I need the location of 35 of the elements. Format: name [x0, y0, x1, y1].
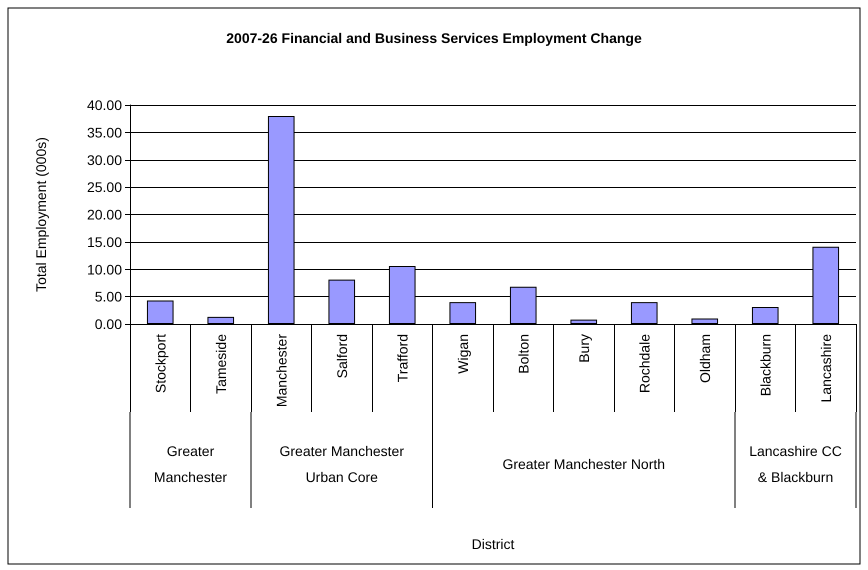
x-tick-label: Bolton [515, 334, 532, 374]
y-tick-label: 0.00 [94, 316, 122, 332]
y-tick-label: 5.00 [94, 288, 122, 305]
y-tick-label: 35.00 [86, 124, 122, 140]
x-tick-label: Blackburn [757, 334, 774, 396]
bar [449, 302, 476, 324]
x-tick-label: Rochdale [636, 334, 652, 394]
text: Greater Manchester [154, 443, 228, 485]
text: Greater Manchester North [502, 456, 666, 472]
y-tick-label: 10.00 [86, 261, 122, 278]
x-tick-label: Wigan [454, 334, 471, 374]
bar [752, 307, 779, 324]
x-tick-label: Trafford [394, 334, 410, 382]
y-tick-label: 40.00 [86, 97, 122, 113]
bar [146, 300, 174, 324]
y-axis-title: Total Employment (000s) [33, 137, 49, 292]
x-tick-label: Tameside [212, 334, 229, 394]
y-tick-label: 30.00 [86, 152, 122, 168]
x-tick-label: Oldham [696, 334, 713, 384]
bar [691, 318, 718, 324]
bar [207, 316, 234, 324]
text: Lancashire CC & Blackburn [749, 443, 842, 485]
text: Greater Manchester Urban Core [280, 443, 404, 485]
text: District [472, 536, 514, 552]
bar [630, 302, 658, 324]
y-tick-label: 25.00 [86, 179, 122, 196]
x-tick-label: Stockport [152, 334, 168, 394]
x-tick-label: Bury [576, 334, 592, 363]
chart-title: 2007-26 Financial and Business Services Employment Change [226, 30, 642, 46]
y-tick-label: 20.00 [86, 206, 122, 222]
x-tick-label: Manchester [273, 334, 290, 408]
x-tick-label: Lancashire [818, 334, 834, 402]
y-tick-label: 15.00 [86, 234, 122, 250]
bar [570, 320, 598, 324]
x-tick-label: Salford [334, 334, 350, 378]
